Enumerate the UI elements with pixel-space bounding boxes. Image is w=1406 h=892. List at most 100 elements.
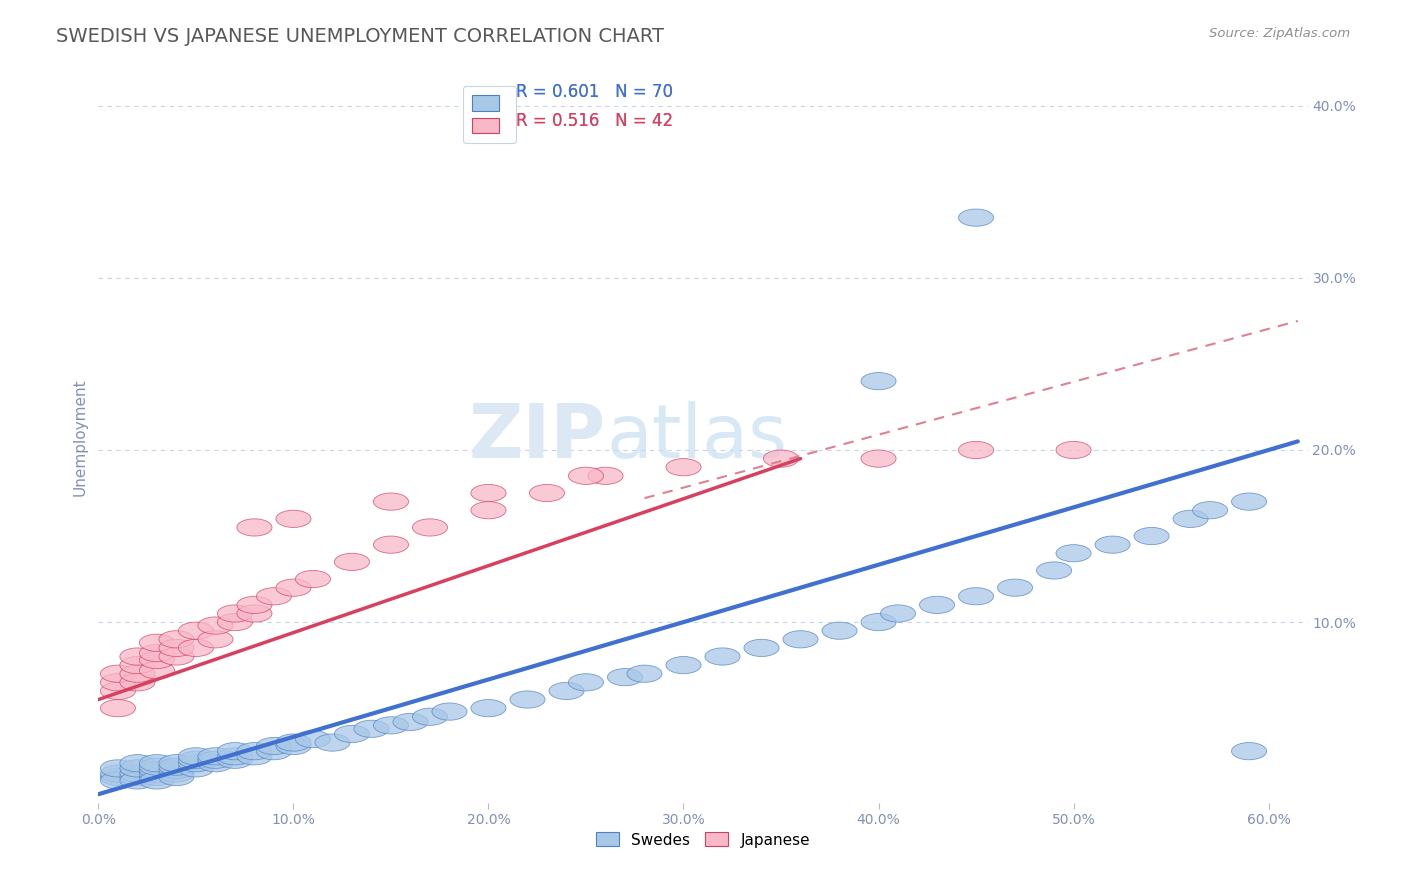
- Ellipse shape: [179, 751, 214, 768]
- Ellipse shape: [139, 772, 174, 789]
- Text: R = 0.601   N = 70: R = 0.601 N = 70: [516, 83, 672, 101]
- Ellipse shape: [218, 742, 253, 760]
- Ellipse shape: [179, 622, 214, 640]
- Ellipse shape: [374, 493, 409, 510]
- Ellipse shape: [100, 768, 135, 786]
- Text: R = 0.516   N = 42: R = 0.516 N = 42: [516, 112, 672, 130]
- Ellipse shape: [159, 640, 194, 657]
- Ellipse shape: [860, 373, 896, 390]
- Ellipse shape: [179, 760, 214, 777]
- Ellipse shape: [120, 648, 155, 665]
- Ellipse shape: [880, 605, 915, 622]
- Ellipse shape: [100, 699, 135, 717]
- Ellipse shape: [471, 501, 506, 519]
- Ellipse shape: [198, 755, 233, 772]
- Ellipse shape: [510, 691, 546, 708]
- Ellipse shape: [627, 665, 662, 682]
- Ellipse shape: [392, 714, 427, 731]
- Ellipse shape: [139, 755, 174, 772]
- Legend: Swedes, Japanese: Swedes, Japanese: [589, 826, 817, 854]
- Ellipse shape: [100, 665, 135, 682]
- Ellipse shape: [100, 760, 135, 777]
- Text: ZIP: ZIP: [470, 401, 606, 474]
- Ellipse shape: [374, 717, 409, 734]
- Ellipse shape: [666, 458, 702, 475]
- Ellipse shape: [860, 614, 896, 631]
- Ellipse shape: [471, 699, 506, 717]
- Ellipse shape: [315, 734, 350, 751]
- Ellipse shape: [139, 762, 174, 779]
- Ellipse shape: [276, 510, 311, 527]
- Ellipse shape: [159, 765, 194, 782]
- Ellipse shape: [412, 708, 447, 725]
- Ellipse shape: [959, 209, 994, 227]
- Ellipse shape: [120, 768, 155, 786]
- Ellipse shape: [100, 682, 135, 699]
- Ellipse shape: [256, 742, 291, 760]
- Ellipse shape: [198, 747, 233, 765]
- Ellipse shape: [1232, 493, 1267, 510]
- Ellipse shape: [120, 673, 155, 691]
- Ellipse shape: [198, 631, 233, 648]
- Ellipse shape: [823, 622, 858, 640]
- Ellipse shape: [607, 669, 643, 686]
- Ellipse shape: [588, 467, 623, 484]
- Ellipse shape: [920, 596, 955, 614]
- Ellipse shape: [159, 631, 194, 648]
- Ellipse shape: [744, 640, 779, 657]
- Text: atlas: atlas: [606, 401, 787, 474]
- Ellipse shape: [959, 588, 994, 605]
- Ellipse shape: [530, 484, 565, 501]
- Ellipse shape: [860, 450, 896, 467]
- Ellipse shape: [179, 640, 214, 657]
- Ellipse shape: [256, 588, 291, 605]
- Ellipse shape: [276, 738, 311, 755]
- Ellipse shape: [236, 742, 271, 760]
- Ellipse shape: [120, 772, 155, 789]
- Ellipse shape: [120, 765, 155, 782]
- Ellipse shape: [335, 553, 370, 571]
- Ellipse shape: [218, 614, 253, 631]
- Ellipse shape: [179, 755, 214, 772]
- Ellipse shape: [100, 765, 135, 782]
- Ellipse shape: [997, 579, 1032, 596]
- Y-axis label: Unemployment: Unemployment: [72, 378, 87, 496]
- Ellipse shape: [432, 703, 467, 720]
- Ellipse shape: [354, 720, 389, 738]
- Ellipse shape: [276, 734, 311, 751]
- Ellipse shape: [159, 768, 194, 786]
- Ellipse shape: [179, 747, 214, 765]
- Ellipse shape: [256, 738, 291, 755]
- Ellipse shape: [159, 762, 194, 779]
- Ellipse shape: [236, 596, 271, 614]
- Text: R = 0.601   N = 70: R = 0.601 N = 70: [516, 83, 672, 101]
- Ellipse shape: [120, 755, 155, 772]
- Ellipse shape: [139, 651, 174, 669]
- Ellipse shape: [139, 765, 174, 782]
- Ellipse shape: [471, 484, 506, 501]
- Text: R = 0.516   N = 42: R = 0.516 N = 42: [516, 112, 672, 130]
- Ellipse shape: [568, 673, 603, 691]
- Ellipse shape: [1036, 562, 1071, 579]
- Ellipse shape: [783, 631, 818, 648]
- Ellipse shape: [120, 760, 155, 777]
- Ellipse shape: [218, 747, 253, 765]
- Text: Source: ZipAtlas.com: Source: ZipAtlas.com: [1209, 27, 1350, 40]
- Ellipse shape: [959, 442, 994, 458]
- Ellipse shape: [159, 758, 194, 775]
- Ellipse shape: [1135, 527, 1170, 545]
- Ellipse shape: [139, 768, 174, 786]
- Ellipse shape: [335, 725, 370, 742]
- Ellipse shape: [139, 758, 174, 775]
- Ellipse shape: [295, 731, 330, 747]
- Ellipse shape: [159, 755, 194, 772]
- Ellipse shape: [1095, 536, 1130, 553]
- Ellipse shape: [139, 634, 174, 651]
- Ellipse shape: [295, 571, 330, 588]
- Ellipse shape: [120, 665, 155, 682]
- Ellipse shape: [139, 662, 174, 679]
- Ellipse shape: [236, 747, 271, 765]
- Ellipse shape: [236, 605, 271, 622]
- Ellipse shape: [218, 751, 253, 768]
- Ellipse shape: [1056, 442, 1091, 458]
